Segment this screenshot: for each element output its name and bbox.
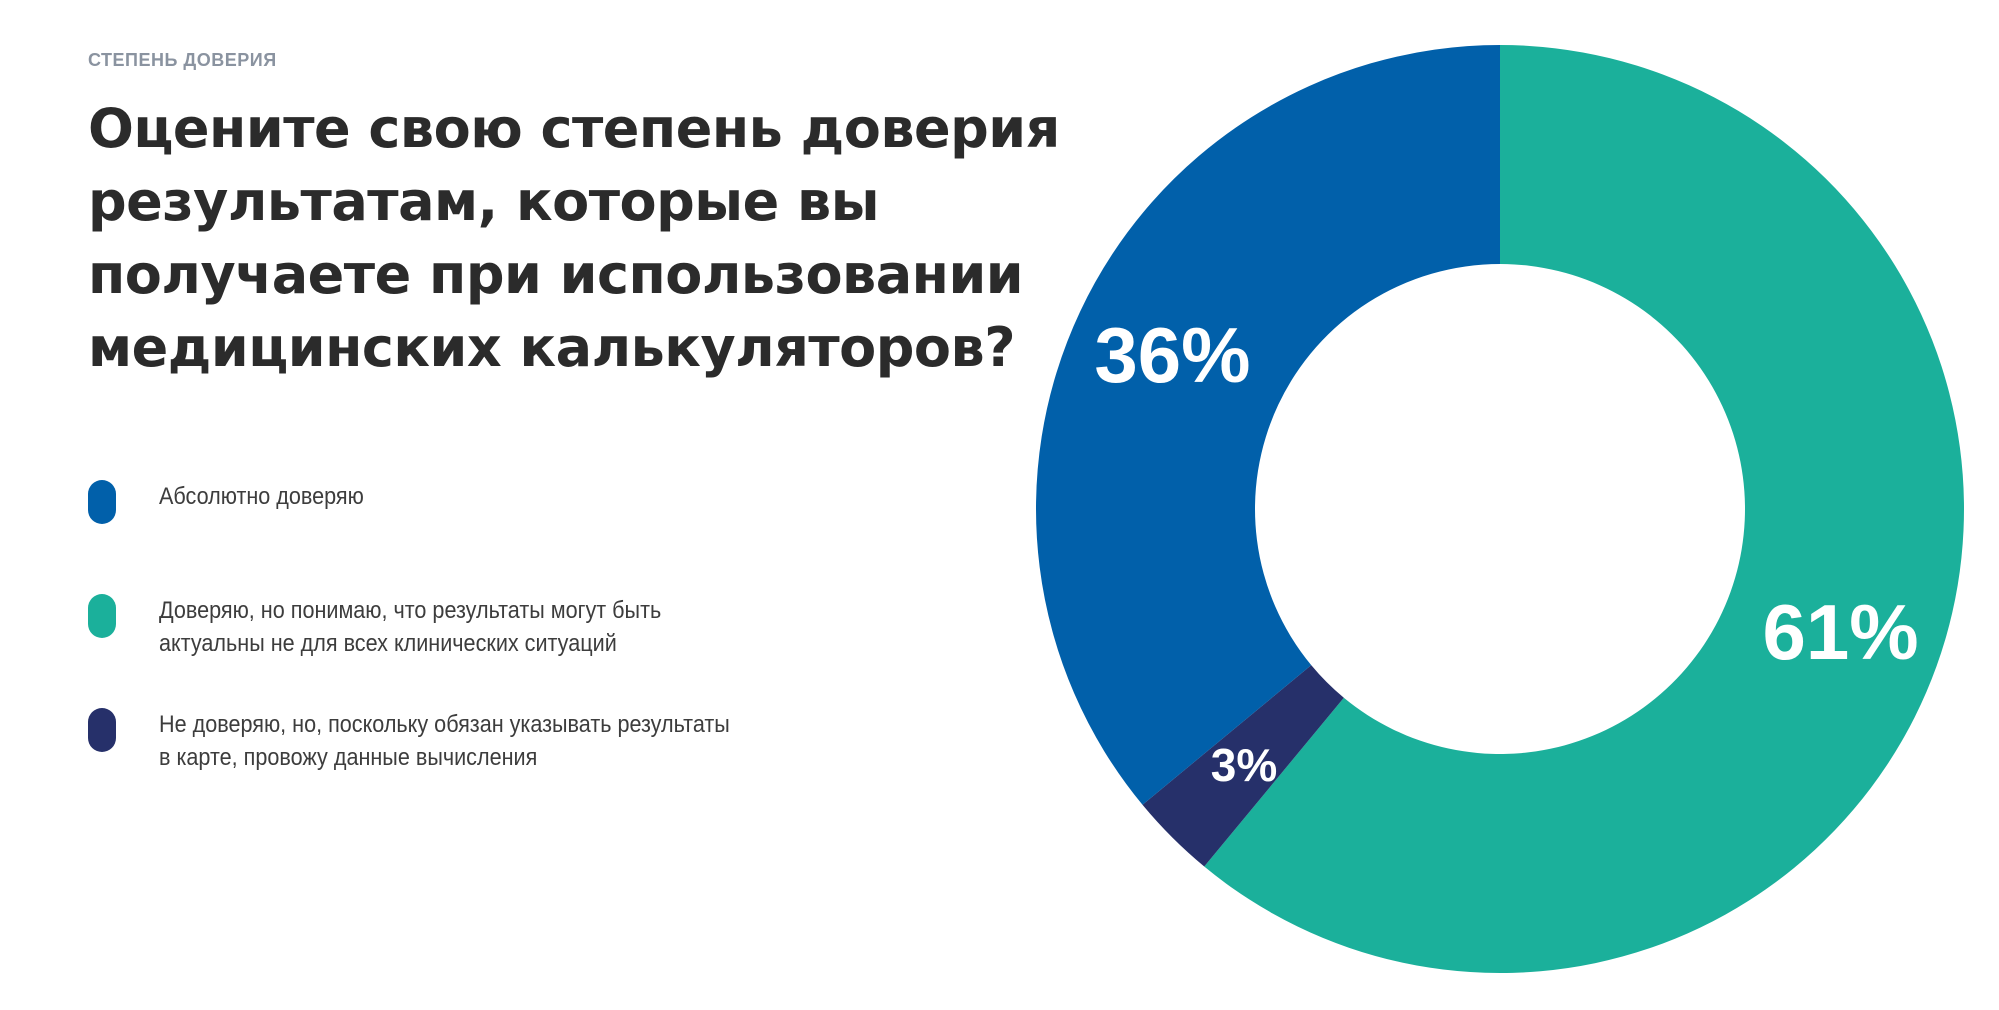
legend-swatch-no-trust [88, 708, 116, 752]
slice-label-trust-with-limits: 61% [1763, 588, 1919, 676]
legend-item-trust-with-limits: Доверяю, но понимаю, что результаты могу… [88, 594, 919, 660]
legend-label-trust-with-limits: Доверяю, но понимаю, что результаты могу… [159, 597, 662, 657]
legend-swatch-trust-with-limits [88, 594, 116, 638]
donut-slice-trust-with-limits [1204, 45, 1964, 973]
legend-swatch-absolute-trust [88, 480, 116, 524]
legend-label-absolute-trust: Абсолютно доверяю [159, 483, 364, 510]
slice-label-absolute-trust: 36% [1094, 311, 1250, 399]
legend-item-no-trust: Не доверяю, но, поскольку обязан указыва… [88, 708, 919, 774]
donut-slice-no-trust [1142, 665, 1344, 867]
legend-label-no-trust: Не доверяю, но, поскольку обязан указыва… [159, 711, 730, 771]
donut-slice-absolute-trust [1035, 45, 1500, 805]
slice-label-no-trust: 3% [1211, 739, 1277, 791]
page-title: Оцените свою степень доверия результатам… [88, 97, 1060, 379]
legend-item-absolute-trust: Абсолютно доверяю [88, 480, 919, 524]
eyebrow-label: СТЕПЕНЬ ДОВЕРИЯ [88, 50, 277, 70]
